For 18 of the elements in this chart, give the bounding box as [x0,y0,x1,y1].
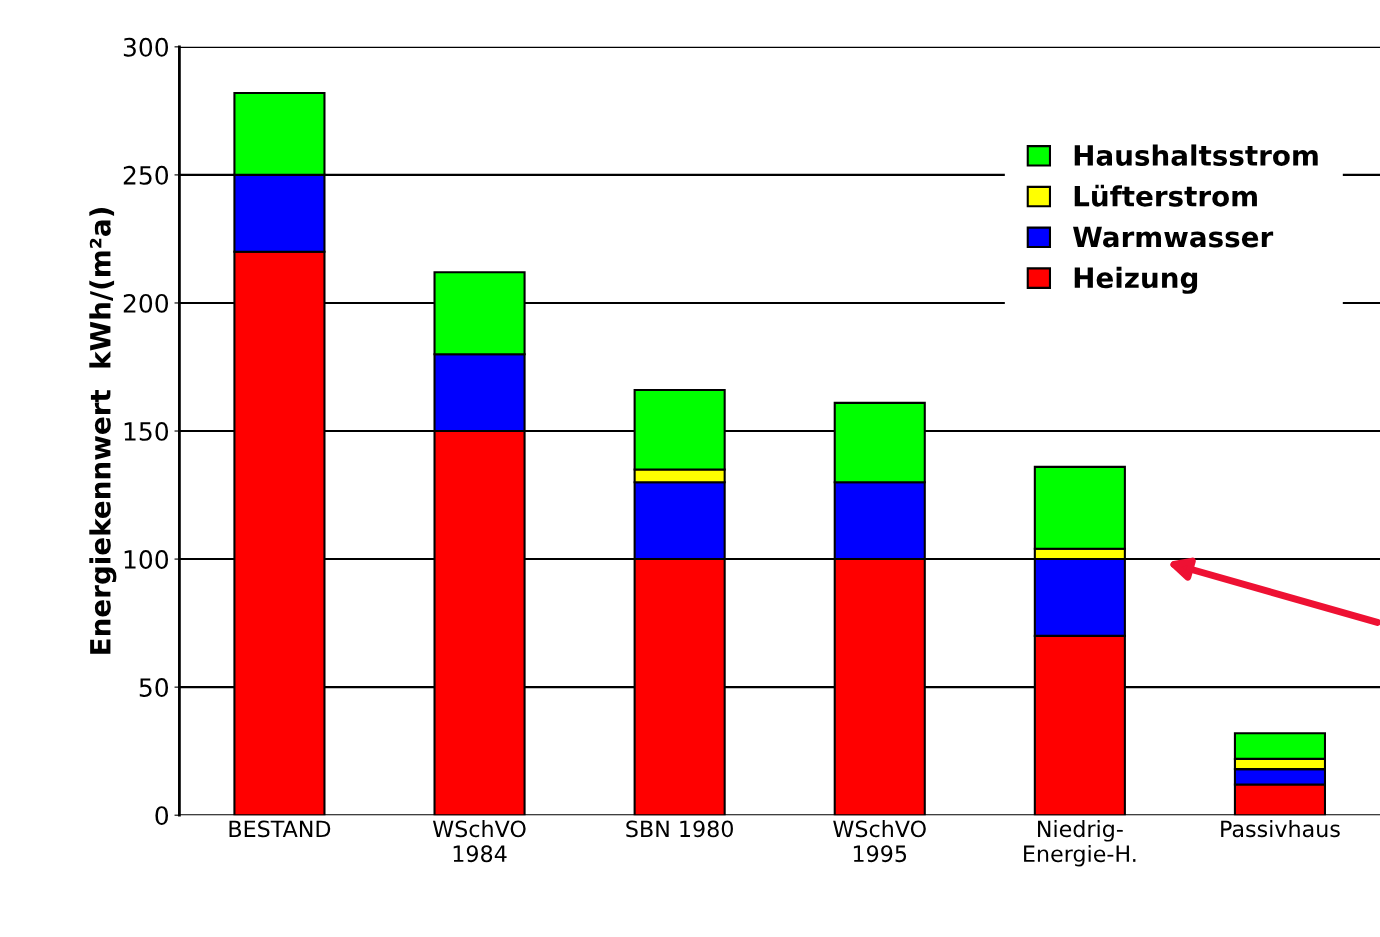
x-tick-label: WSchVO 1995 [833,820,926,863]
legend-label: Haushaltsstrom [1074,144,1318,166]
y-tick-label: 300 [123,37,169,57]
legend-label: Lüfterstrom [1074,184,1257,207]
x-tick-label: Passivhaus [1221,820,1340,838]
x-tick-label: Niedrig- Energie-H. [1024,820,1136,867]
legend-label: Heizung [1074,266,1198,294]
y-tick-label: 50 [139,678,169,697]
y-tick-label: 150 [124,421,169,441]
x-tick-label: WSchVO 1984 [432,820,526,863]
legend-label: Warmwasser [1073,226,1274,248]
x-tick-label: BESTAND [229,820,331,838]
y-tick-label: 200 [123,293,169,313]
y-axis-title: Energiekennwert kWh/(m²a) [89,208,117,654]
y-tick-label: 100 [124,550,169,569]
x-tick-label: SBN 1980 [626,820,733,838]
y-tick-label: 250 [123,165,169,185]
y-tick-label: 0 [155,806,169,826]
